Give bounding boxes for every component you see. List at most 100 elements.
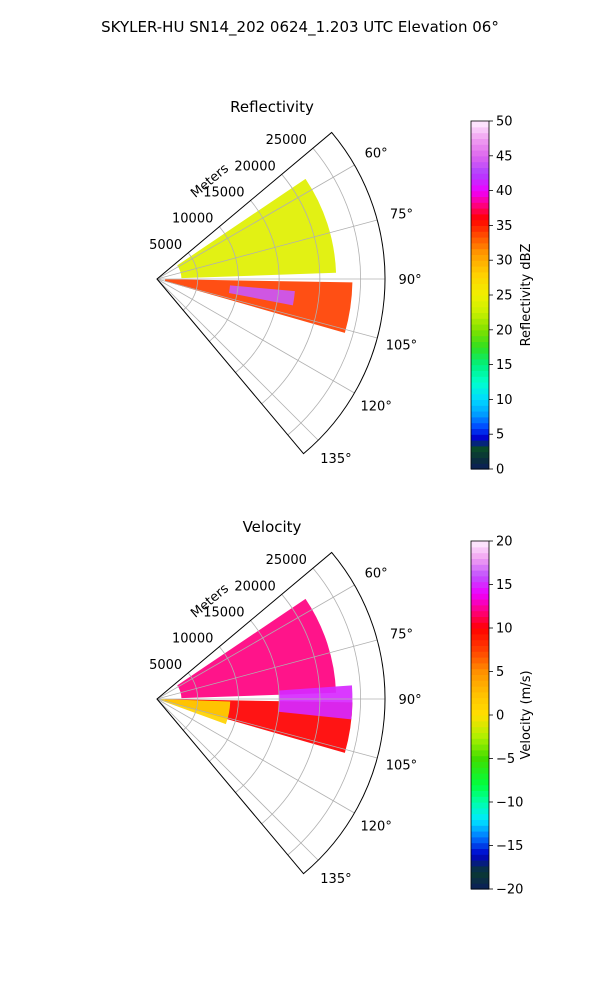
azimuth-spoke [156, 639, 378, 700]
colorbar-segment [471, 622, 489, 629]
colorbar-segment [471, 790, 489, 797]
colorbar-segment [471, 445, 489, 453]
colorbar-segment [471, 271, 489, 279]
colorbar-segment [471, 150, 489, 157]
colorbar-segment [471, 651, 489, 658]
colorbar-segment [471, 802, 489, 809]
colorbar-segment [471, 836, 489, 844]
azimuth-tick-label: 75° [390, 207, 413, 222]
radial-tick-label: 10000 [172, 212, 213, 227]
colorbar-segment [471, 353, 489, 360]
colorbar-tick-label: 5 [496, 428, 504, 443]
echo-region-far [278, 685, 353, 720]
colorbar-segment [471, 720, 489, 728]
radial-tick-label: 20000 [234, 159, 275, 174]
colorbar-tick-label: 35 [496, 219, 513, 234]
colorbar-segment [471, 376, 489, 383]
colorbar-segment [471, 138, 489, 145]
colorbar-segment [471, 831, 489, 838]
colorbar-tick-label: 30 [496, 254, 513, 269]
azimuth-tick-label: 105° [386, 339, 417, 354]
colorbar-segment [471, 457, 489, 464]
colorbar-segment [471, 237, 489, 244]
colorbar-segment [471, 796, 489, 803]
colorbar-segment [471, 541, 489, 548]
colorbar-tick-label: 20 [496, 535, 513, 550]
azimuth-spoke [156, 698, 378, 759]
azimuth-tick-label: 135° [320, 872, 351, 887]
colorbar-segment [471, 393, 489, 400]
colorbar-segment [471, 593, 489, 600]
colorbar-segment [471, 871, 489, 878]
colorbar-segment [471, 196, 489, 203]
colorbar-segment [471, 347, 489, 354]
colorbar-tick-label: 0 [496, 463, 504, 478]
colorbar-segment [471, 686, 489, 693]
colorbar-segment [471, 749, 489, 757]
colorbar-segment [471, 715, 489, 722]
colorbar-segment [471, 599, 489, 606]
colorbar-segment [471, 558, 489, 565]
colorbar-segment [471, 405, 489, 412]
colorbar-segment [471, 877, 489, 884]
colorbar-segment [471, 318, 489, 325]
plot-title: Velocity [243, 518, 302, 536]
colorbar-segment [471, 463, 489, 470]
colorbar-segment [471, 329, 489, 337]
azimuth-spoke [156, 164, 355, 280]
colorbar-segment [471, 335, 489, 342]
colorbar-segment [471, 399, 489, 406]
colorbar-segment [471, 295, 489, 302]
colorbar-tick-label: 25 [496, 289, 513, 304]
sector-outline [156, 131, 386, 455]
colorbar-segment [471, 440, 489, 447]
radial-tick-label: 25000 [266, 553, 307, 568]
colorbar-segment [471, 242, 489, 250]
colorbar-segment [471, 570, 489, 577]
colorbar-segment [471, 628, 489, 635]
azimuth-tick-label: 120° [361, 820, 392, 835]
sector-outline [156, 551, 386, 875]
colorbar-segment [471, 860, 489, 867]
azimuth-tick-label: 60° [365, 146, 388, 161]
colorbar-segment [471, 575, 489, 583]
colorbar-segment [471, 277, 489, 284]
radial-tick-label: 25000 [266, 133, 307, 148]
azimuth-tick-label: 105° [386, 759, 417, 774]
colorbar-segment [471, 190, 489, 197]
radial-tick-label: 15000 [203, 185, 244, 200]
colorbar-segment [471, 680, 489, 687]
colorbar-segment [471, 744, 489, 751]
velocity-panel: Velocity 5000 10000 15000 20000 25000 60° 75° 90… [149, 518, 534, 898]
plot-title: Reflectivity [230, 98, 314, 116]
colorbar-segment [471, 144, 489, 151]
azimuth-tick-label: 60° [365, 566, 388, 581]
colorbar-segment [471, 773, 489, 780]
colorbar-segment [471, 416, 489, 424]
reflectivity-panel: Reflectivity 5000 10000 15000 20000 25000 60° 7… [149, 98, 534, 478]
colorbar-label: Velocity (m/s) [519, 670, 534, 759]
azimuth-tick-label: 75° [390, 627, 413, 642]
radial-tick-label: 5000 [149, 658, 182, 673]
range-ring [261, 594, 321, 825]
colorbar-segment [471, 283, 489, 290]
colorbar-segment [471, 633, 489, 641]
colorbar-segment [471, 451, 489, 458]
colorbar-segment [471, 184, 489, 192]
colorbar-tick-label: 0 [496, 709, 504, 724]
colorbar-segment [471, 854, 489, 861]
colorbar-tick-label: 40 [496, 184, 513, 199]
radial-tick-label: 15000 [203, 605, 244, 620]
colorbar: 0 5 10 15 20 25 30 35 40 45 50 Reflectivity dBZ [470, 115, 534, 478]
azimuth-tick-label: 90° [399, 273, 422, 288]
colorbar-segment [471, 761, 489, 768]
azimuth-spoke [156, 584, 355, 700]
colorbar-segment [471, 231, 489, 238]
colorbar-segment [471, 213, 489, 221]
colorbar-segment [471, 411, 489, 418]
colorbar-tick-label: 50 [496, 115, 513, 130]
colorbar-segment [471, 732, 489, 739]
colorbar-segment [471, 546, 489, 554]
colorbar-segment [471, 428, 489, 435]
colorbar-segment [471, 225, 489, 232]
